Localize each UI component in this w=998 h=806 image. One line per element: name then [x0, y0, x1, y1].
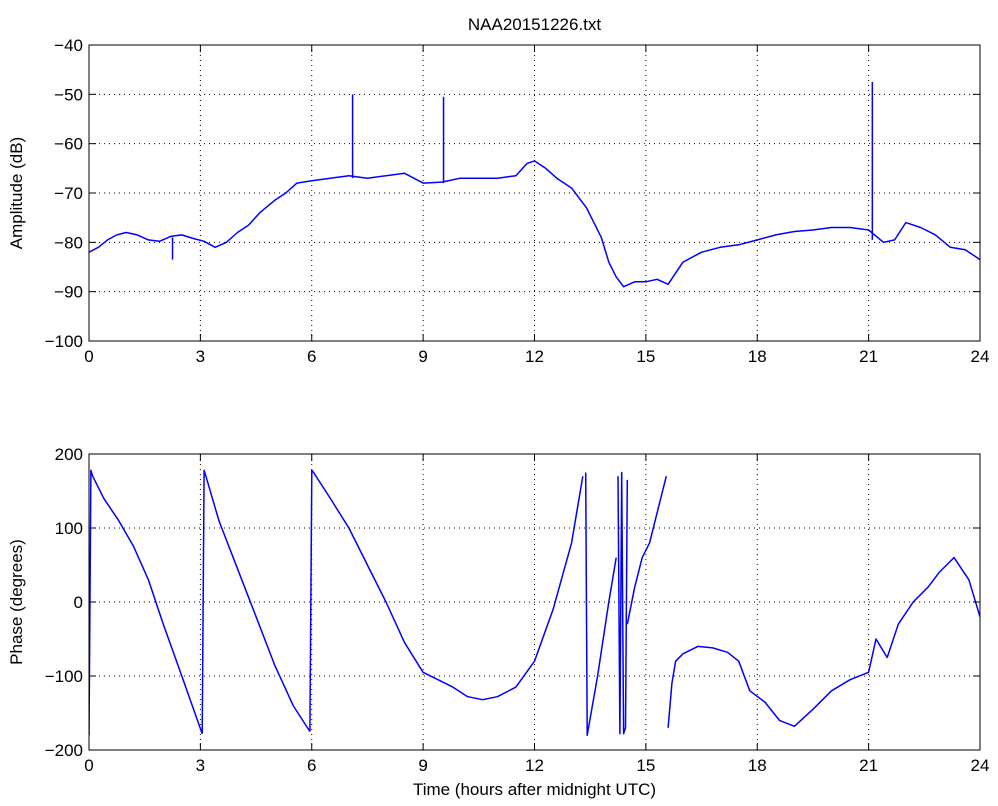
phase-x-tick-label: 9 [418, 756, 427, 775]
amplitude-y-tick-label: −100 [45, 332, 83, 351]
phase-series-line-1 [201, 469, 311, 734]
phase-y-tick-label: 0 [74, 593, 83, 612]
phase-series-line-5 [626, 476, 668, 625]
amplitude-series-line-0 [89, 160, 980, 288]
phase-series-line-6 [667, 556, 980, 728]
amplitude-x-tick-label: 6 [307, 347, 316, 366]
phase-x-tick-label: 3 [196, 756, 205, 775]
chart-title: NAA20151226.txt [468, 15, 602, 34]
phase-x-tick-label: 15 [636, 756, 655, 775]
amplitude-x-tick-label: 15 [636, 347, 655, 366]
amplitude-y-tick-label: −90 [54, 283, 83, 302]
amplitude-x-tick-label: 3 [196, 347, 205, 366]
amplitude-y-tick-label: −50 [54, 85, 83, 104]
amplitude-y-tick-label: −80 [54, 233, 83, 252]
amplitude-y-tick-label: −70 [54, 184, 83, 203]
amplitude-series [89, 82, 980, 288]
amplitude-x-tick-label: 12 [525, 347, 544, 366]
amplitude-panel: 0 3 6 9 12 15 18 21 24 −100 −90 −80 −70 −60 −50 −40 Amp… [7, 36, 989, 366]
amplitude-y-axis-label: Amplitude (dB) [7, 137, 26, 249]
phase-x-tick-label: 6 [307, 756, 316, 775]
phase-x-tick-label: 12 [525, 756, 544, 775]
phase-y-tick-label: 200 [55, 445, 83, 464]
phase-series-line-3 [584, 472, 617, 736]
amplitude-x-tick-label: 9 [418, 347, 427, 366]
phase-series [89, 469, 980, 736]
phase-ticks: 0 3 6 9 12 15 18 21 24 −200 −100 0 100 200 [45, 445, 990, 775]
phase-y-axis-label: Phase (degrees) [7, 539, 26, 665]
amplitude-x-tick-label: 21 [859, 347, 878, 366]
phase-x-tick-label: 24 [971, 756, 990, 775]
phase-x-tick-label: 21 [859, 756, 878, 775]
phase-grid [89, 454, 980, 750]
phase-x-axis-label: Time (hours after midnight UTC) [413, 780, 656, 799]
amplitude-y-tick-label: −60 [54, 135, 83, 154]
phase-series-line-4 [617, 471, 629, 735]
phase-x-tick-label: 18 [748, 756, 767, 775]
phase-x-tick-label: 0 [84, 756, 93, 775]
amplitude-grid [89, 45, 980, 341]
phase-y-tick-label: −100 [45, 667, 83, 686]
amplitude-x-tick-label: 0 [84, 347, 93, 366]
phase-y-tick-label: −200 [45, 741, 83, 760]
amplitude-ticks: 0 3 6 9 12 15 18 21 24 −100 −90 −80 −70 −60 −50 −40 [45, 36, 990, 366]
amplitude-y-tick-label: −40 [54, 36, 83, 55]
phase-series-line-0 [89, 469, 203, 736]
phase-panel: 0 3 6 9 12 15 18 21 24 −200 −100 0 100 200 Phase (deg… [7, 445, 989, 799]
phase-y-tick-label: 100 [55, 519, 83, 538]
amplitude-x-tick-label: 24 [971, 347, 990, 366]
phase-series-line-2 [309, 469, 584, 732]
amplitude-x-tick-label: 18 [748, 347, 767, 366]
